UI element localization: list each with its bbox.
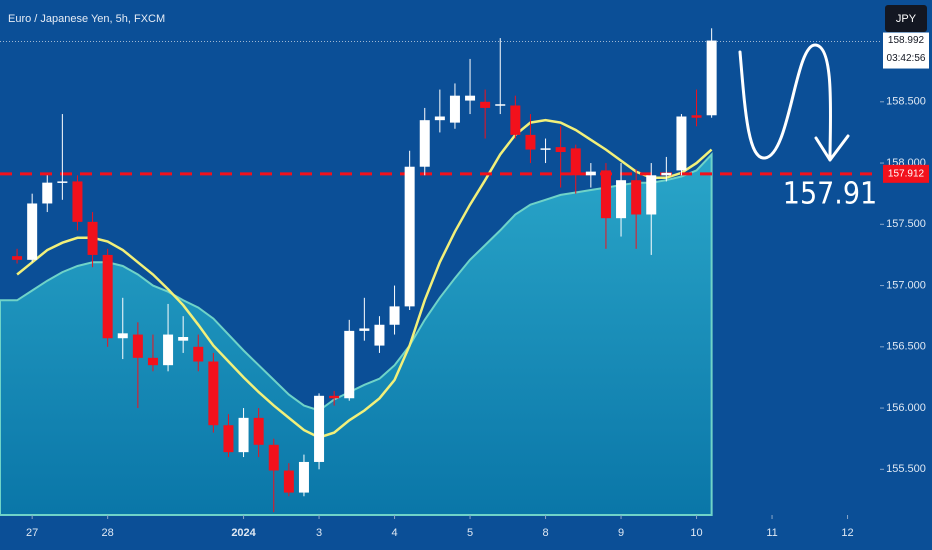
candle-body [691,115,702,118]
candle-body [646,175,657,215]
y-tick-label: 157.500 [886,218,926,230]
candle-body [87,221,98,255]
candle-body [540,148,551,150]
candle-body [193,346,204,362]
candle-body [585,171,596,176]
candle-body [178,337,189,341]
y-tick-label: 157.000 [886,279,926,291]
x-tick-label: 5 [467,527,473,539]
y-tick-label: 156.000 [886,402,926,414]
y-tick-label: 155.500 [886,463,926,475]
x-tick-label: 3 [316,527,322,539]
candle-body [57,181,68,183]
y-tick-label: 158.500 [886,96,926,108]
candle-body [163,334,174,366]
candle-body [12,256,23,260]
candle-body [600,170,611,219]
candle-body [510,105,521,135]
moving-average [16,118,713,439]
candle-body [389,306,400,325]
candle-body [706,40,717,116]
candle-body [359,328,370,331]
x-tick-label: 4 [391,527,397,539]
candle-body [676,116,687,171]
candle-body [147,357,158,366]
x-tick-label: 28 [102,527,114,539]
last-price-box [883,32,929,69]
candle-body [102,254,113,339]
candle-body [374,324,385,346]
x-tick-label: 9 [618,527,624,539]
candle-body [465,95,476,101]
candle-body [42,182,53,204]
candle-body [314,395,325,462]
candle-body [223,425,234,453]
x-tick-label: 12 [841,527,853,539]
candle-body [132,334,143,358]
level-label: 157.912 [888,168,925,179]
area [0,151,713,516]
candle-body [555,147,566,153]
plot-area [0,118,713,516]
candle-body [480,101,491,108]
candle-body [329,395,340,399]
candle-body [238,417,249,453]
candle-body [570,148,581,176]
candle-body [72,181,83,222]
annotation: 157.91 [783,177,877,212]
candle-body [419,120,430,167]
candle-body [525,134,536,150]
candle-body [434,116,445,121]
candle-body [404,166,415,307]
candle-body [117,333,128,339]
candle-body [631,180,642,215]
x-tick-label: 8 [542,527,548,539]
chart-title: Euro / Japanese Yen, 5h, FXCM [8,13,165,25]
x-tick-label: 27 [26,527,38,539]
last-price-label: 158.992 [888,35,925,46]
y-tick-label: 156.500 [886,341,926,353]
candle-body [298,461,309,493]
candle-body [616,180,627,219]
level-box [883,164,929,183]
x-tick-label: 10 [690,527,702,539]
countdown: 03:42:56 [887,53,926,64]
x-tick-label: 2024 [231,527,256,539]
candle-body [27,203,38,260]
candle-body [283,470,294,493]
currency[interactable]: JPY [896,13,917,25]
candle-body [661,172,672,176]
candle-body [253,417,264,445]
currency-button[interactable] [885,5,927,32]
hand-drawn-arrow [738,43,850,162]
candle-body [268,444,279,471]
candle-body [344,330,355,399]
candle-body [495,104,506,106]
candle-body [208,361,219,426]
x-tick-label: 11 [766,527,777,539]
candle-body [449,95,460,123]
